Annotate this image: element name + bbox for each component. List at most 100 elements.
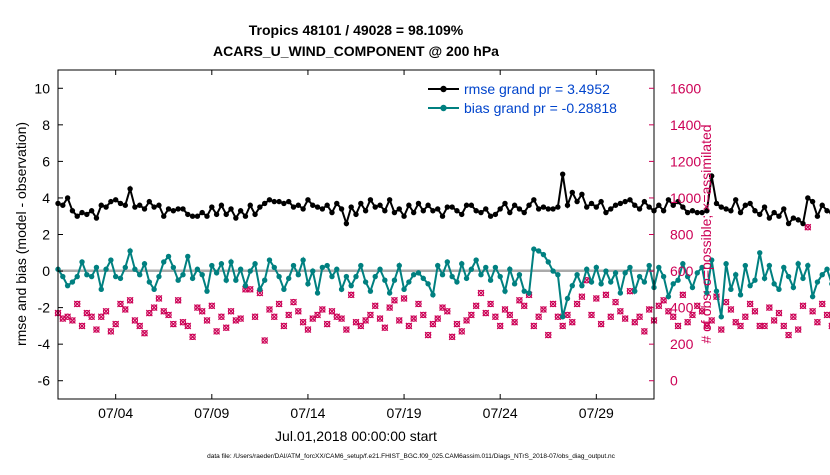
- obs-assimilated-point: [179, 318, 187, 326]
- bias-point: [771, 281, 777, 287]
- rmse-point: [535, 206, 542, 212]
- obs-possible-point: [420, 311, 427, 319]
- obs-possible-point: [64, 313, 71, 320]
- rmse-point: [305, 197, 311, 203]
- bias-point: [454, 279, 460, 285]
- y-right-tick-label: 1400: [670, 117, 701, 133]
- obs-possible-point: [112, 320, 119, 328]
- bias-point: [694, 270, 700, 276]
- bias-point: [795, 261, 801, 267]
- bias-point: [824, 266, 830, 272]
- bias-point: [439, 272, 446, 278]
- obs-possible-point: [117, 300, 124, 308]
- obs-assimilated-point: [64, 313, 72, 321]
- obs-assimilated-point: [785, 331, 793, 339]
- obs-assimilated-point: [789, 313, 797, 321]
- rmse-point: [593, 204, 600, 210]
- obs-possible-point: [819, 300, 826, 308]
- obs-possible-point: [751, 308, 759, 315]
- obs-assimilated-point: [703, 322, 711, 330]
- rmse-point: [584, 204, 590, 210]
- obs-possible-point: [516, 297, 523, 304]
- obs-assimilated-point: [391, 296, 398, 304]
- obs-assimilated-point: [626, 287, 634, 295]
- obs-assimilated-point: [737, 322, 744, 330]
- obs-assimilated-point: [448, 333, 456, 341]
- obs-possible-point: [396, 317, 403, 324]
- y-left-tick-label: 6: [42, 153, 50, 169]
- obs-possible-point: [641, 328, 648, 335]
- obs-assimilated-point: [131, 316, 139, 324]
- obs-assimilated-point: [160, 307, 168, 315]
- obs-assimilated-point: [294, 307, 302, 315]
- obs-assimilated-point: [621, 315, 629, 323]
- rmse-point: [386, 197, 393, 203]
- obs-assimilated-point: [184, 322, 192, 330]
- obs-possible-point: [482, 309, 489, 317]
- obs-possible-point: [69, 317, 76, 324]
- bias-point: [752, 277, 758, 283]
- x-axis-label: Jul.01,2018 00:00:00 start: [275, 428, 437, 444]
- rmse-point: [733, 197, 739, 203]
- rmse-point: [636, 206, 643, 212]
- obs-assimilated-point: [314, 311, 321, 319]
- obs-possible-point: [439, 304, 446, 311]
- obs-assimilated-point: [655, 302, 663, 310]
- obs-assimilated-point: [573, 300, 581, 308]
- rmse-point: [728, 208, 734, 214]
- obs-assimilated-point: [544, 331, 552, 339]
- obs-possible-point: [189, 333, 196, 341]
- rmse-point: [348, 204, 354, 210]
- bias-point: [473, 257, 479, 263]
- obs-assimilated-point: [693, 302, 701, 310]
- obs-assimilated-point: [804, 223, 812, 231]
- bias-point: [641, 279, 648, 285]
- y-right-tick-label: 200: [670, 336, 694, 352]
- bias-point: [507, 266, 513, 272]
- rmse-point: [680, 204, 686, 210]
- rmse-point: [487, 213, 494, 219]
- rmse-point: [704, 208, 710, 214]
- obs-possible-point: [208, 302, 216, 309]
- bias-point: [117, 275, 124, 282]
- rmse-point: [435, 206, 441, 212]
- rmse-point: [93, 215, 100, 221]
- obs-assimilated-point: [491, 313, 499, 321]
- bias-point: [257, 286, 263, 293]
- obs-possible-point: [828, 323, 830, 329]
- bias-point: [502, 288, 508, 294]
- obs-possible-point: [179, 319, 187, 326]
- bias-point: [305, 281, 311, 287]
- obs-possible-point: [223, 324, 230, 331]
- obs-assimilated-point: [304, 326, 312, 333]
- obs-assimilated-point: [136, 322, 144, 330]
- bias-point: [665, 293, 672, 300]
- obs-assimilated-point: [477, 289, 485, 297]
- x-tick-label: 07/19: [387, 405, 422, 421]
- obs-assimilated-point: [429, 320, 437, 328]
- obs-possible-point: [141, 330, 148, 337]
- obs-possible-point: [93, 326, 100, 333]
- rmse-point: [684, 209, 691, 216]
- rmse-point: [425, 202, 431, 208]
- obs-assimilated-point: [818, 300, 826, 308]
- obs-assimilated-point: [203, 316, 211, 324]
- rmse-point: [641, 198, 648, 205]
- obs-assimilated-point: [246, 285, 254, 293]
- obs-possible-point: [487, 300, 494, 308]
- bias-point: [781, 264, 787, 271]
- obs-assimilated-point: [198, 307, 206, 315]
- bias-point: [406, 279, 412, 285]
- obs-assimilated-point: [323, 320, 331, 328]
- obs-possible-point: [285, 311, 292, 319]
- rmse-point: [660, 208, 667, 214]
- rmse-point: [603, 209, 609, 216]
- obs-assimilated-point: [775, 309, 783, 317]
- chart-title-line2: ACARS_U_WIND_COMPONENT @ 200 hPa: [213, 43, 499, 59]
- bias-point: [545, 259, 551, 265]
- rmse-point: [151, 204, 157, 210]
- bias-point: [776, 286, 782, 293]
- bias-point: [603, 268, 609, 274]
- rmse-point: [358, 200, 364, 207]
- rmse-point: [752, 208, 758, 214]
